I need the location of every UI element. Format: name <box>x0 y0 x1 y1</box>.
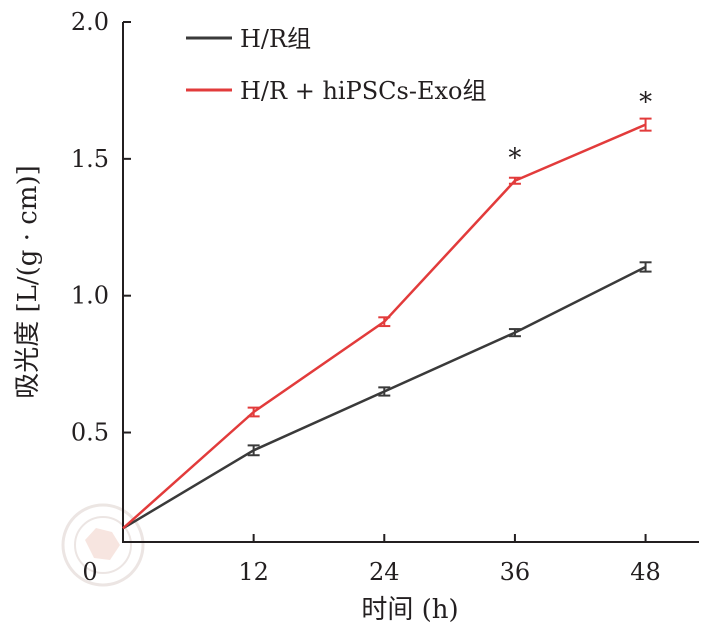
watermark-seal <box>61 503 145 587</box>
legend: H/R组 H/R + hiPSCs-Exo组 <box>186 25 486 105</box>
error-bar <box>378 316 391 328</box>
y-axis-ticks: 0.5 1.0 1.5 2.0 <box>71 8 131 447</box>
error-bar <box>639 117 652 132</box>
y-tick-label: 2.0 <box>71 8 109 36</box>
x-tick-label: 0 <box>82 558 97 586</box>
x-tick-label: 24 <box>369 558 400 586</box>
x-tick-label: 36 <box>500 558 531 586</box>
error-bar <box>247 406 260 418</box>
error-bar <box>639 261 652 273</box>
series-layer <box>122 117 652 530</box>
x-tick-label: 12 <box>238 558 269 586</box>
legend-label-hr-exo: H/R + hiPSCs-Exo组 <box>240 77 486 105</box>
significance-asterisk: * <box>508 144 521 174</box>
error-bar <box>247 444 260 457</box>
y-axis-title: 吸光度 [L/(g · cm)] <box>13 165 43 399</box>
significance-asterisk: * <box>639 88 652 118</box>
y-tick-label: 0.5 <box>71 419 109 447</box>
legend-label-hr: H/R组 <box>240 25 311 53</box>
series-line-0 <box>122 265 647 530</box>
error-bar <box>508 176 521 185</box>
y-tick-label: 1.0 <box>71 282 109 310</box>
y-tick-label: 1.5 <box>71 145 109 173</box>
annotation-layer: ** <box>508 88 652 174</box>
x-tick-label: 48 <box>630 558 661 586</box>
error-bar <box>508 328 521 338</box>
error-bar <box>378 386 391 397</box>
x-axis-ticks: 0 12 24 36 48 <box>82 534 661 586</box>
x-axis-title: 时间 (h) <box>361 595 458 625</box>
